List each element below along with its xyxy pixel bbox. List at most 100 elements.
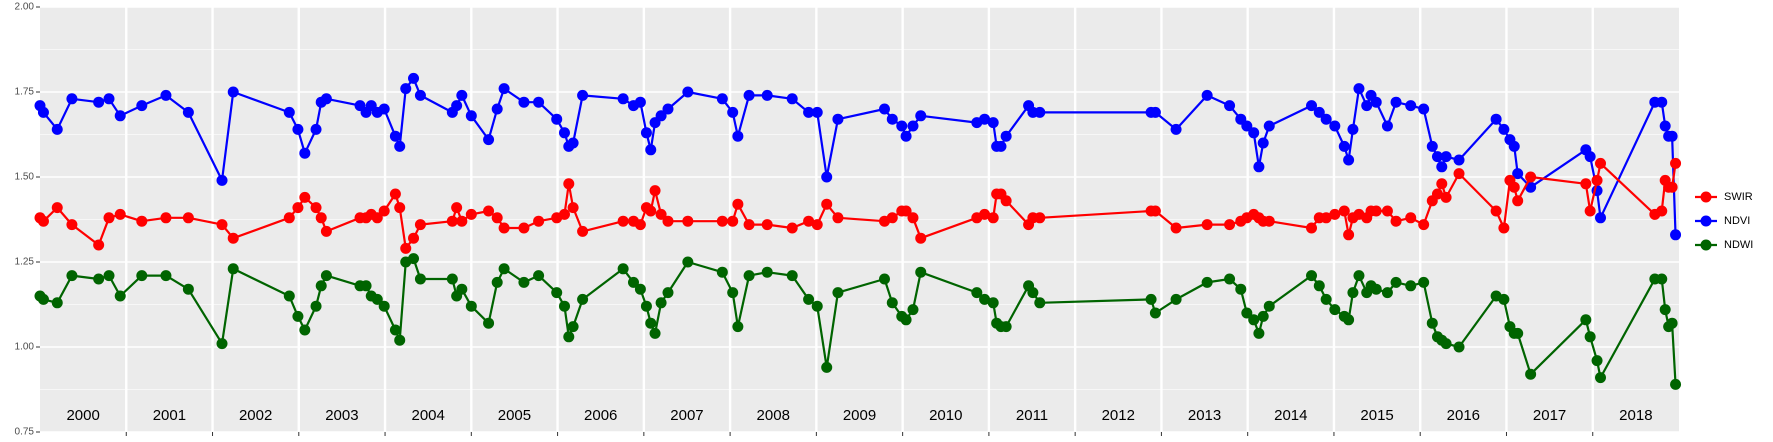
data-point bbox=[182, 283, 194, 295]
data-point bbox=[456, 89, 468, 101]
data-point bbox=[1670, 157, 1682, 169]
data-point bbox=[465, 110, 477, 122]
data-point bbox=[727, 215, 739, 227]
data-point bbox=[283, 290, 295, 302]
data-point bbox=[1498, 123, 1510, 135]
data-point bbox=[1405, 280, 1417, 292]
data-point bbox=[498, 83, 510, 95]
data-point bbox=[483, 317, 495, 329]
data-point bbox=[1595, 372, 1607, 384]
data-point bbox=[886, 212, 898, 224]
data-point bbox=[491, 276, 503, 288]
year-label: 2011 bbox=[1016, 407, 1048, 424]
data-point bbox=[761, 219, 773, 231]
year-label: 2016 bbox=[1447, 407, 1480, 424]
data-point bbox=[136, 215, 148, 227]
data-point bbox=[310, 123, 322, 135]
data-point bbox=[37, 293, 49, 305]
data-point bbox=[1490, 205, 1502, 217]
data-point bbox=[1580, 314, 1592, 326]
data-point bbox=[518, 276, 530, 288]
data-point bbox=[907, 120, 919, 132]
data-point bbox=[292, 310, 304, 322]
data-point bbox=[1170, 293, 1182, 305]
data-point bbox=[37, 215, 49, 227]
data-point bbox=[1338, 140, 1350, 152]
data-point bbox=[987, 297, 999, 309]
data-point bbox=[1508, 181, 1520, 193]
data-point bbox=[1436, 161, 1448, 173]
data-point bbox=[1436, 178, 1448, 190]
data-point bbox=[732, 130, 744, 142]
data-point bbox=[1000, 130, 1012, 142]
data-point bbox=[400, 242, 412, 254]
data-point bbox=[465, 208, 477, 220]
data-point bbox=[182, 212, 194, 224]
data-point bbox=[414, 219, 426, 231]
data-point bbox=[498, 263, 510, 275]
data-point bbox=[1656, 273, 1668, 285]
data-point bbox=[655, 110, 667, 122]
data-point bbox=[378, 103, 390, 115]
data-point bbox=[627, 276, 639, 288]
data-point bbox=[320, 225, 332, 237]
data-point bbox=[533, 215, 545, 227]
data-point bbox=[160, 212, 172, 224]
data-point bbox=[1313, 106, 1325, 118]
data-point bbox=[558, 300, 570, 312]
data-point bbox=[1512, 195, 1524, 207]
data-point bbox=[1347, 123, 1359, 135]
data-point bbox=[216, 219, 228, 231]
data-point bbox=[832, 113, 844, 125]
data-point bbox=[577, 89, 589, 101]
data-point bbox=[1670, 229, 1682, 241]
data-point bbox=[1525, 368, 1537, 380]
year-label: 2014 bbox=[1274, 407, 1307, 424]
y-tick-label: 0.75 bbox=[15, 427, 35, 438]
y-tick-label: 1.50 bbox=[15, 172, 35, 183]
data-point bbox=[732, 198, 744, 210]
data-point bbox=[634, 283, 646, 295]
data-point bbox=[567, 202, 579, 214]
data-point bbox=[1498, 293, 1510, 305]
data-point bbox=[408, 72, 420, 84]
data-point bbox=[1263, 300, 1275, 312]
data-point bbox=[716, 93, 728, 105]
data-point bbox=[1263, 215, 1275, 227]
data-point bbox=[716, 266, 728, 278]
data-point bbox=[1257, 310, 1269, 322]
data-point bbox=[1235, 283, 1247, 295]
data-point bbox=[216, 174, 228, 186]
data-point bbox=[1370, 205, 1382, 217]
data-point bbox=[1381, 120, 1393, 132]
data-point bbox=[408, 232, 420, 244]
data-point bbox=[761, 89, 773, 101]
data-point bbox=[518, 222, 530, 234]
data-point bbox=[803, 215, 815, 227]
data-point bbox=[879, 273, 891, 285]
year-label: 2004 bbox=[411, 407, 444, 424]
data-point bbox=[1595, 157, 1607, 169]
data-point bbox=[1306, 100, 1318, 112]
data-point bbox=[533, 96, 545, 108]
data-point bbox=[394, 202, 406, 214]
data-point bbox=[971, 287, 983, 299]
data-point bbox=[1320, 293, 1332, 305]
data-point bbox=[483, 205, 495, 217]
data-point bbox=[160, 89, 172, 101]
year-label: 2018 bbox=[1619, 407, 1652, 424]
data-point bbox=[299, 191, 311, 203]
data-point bbox=[1591, 355, 1603, 367]
data-point bbox=[533, 270, 545, 282]
data-point bbox=[551, 113, 563, 125]
data-point bbox=[682, 86, 694, 98]
data-point bbox=[292, 123, 304, 135]
data-point bbox=[1584, 205, 1596, 217]
data-point bbox=[1418, 103, 1430, 115]
data-point bbox=[93, 96, 105, 108]
data-point bbox=[886, 113, 898, 125]
data-point bbox=[727, 106, 739, 118]
data-point bbox=[1320, 113, 1332, 125]
data-point bbox=[732, 321, 744, 333]
